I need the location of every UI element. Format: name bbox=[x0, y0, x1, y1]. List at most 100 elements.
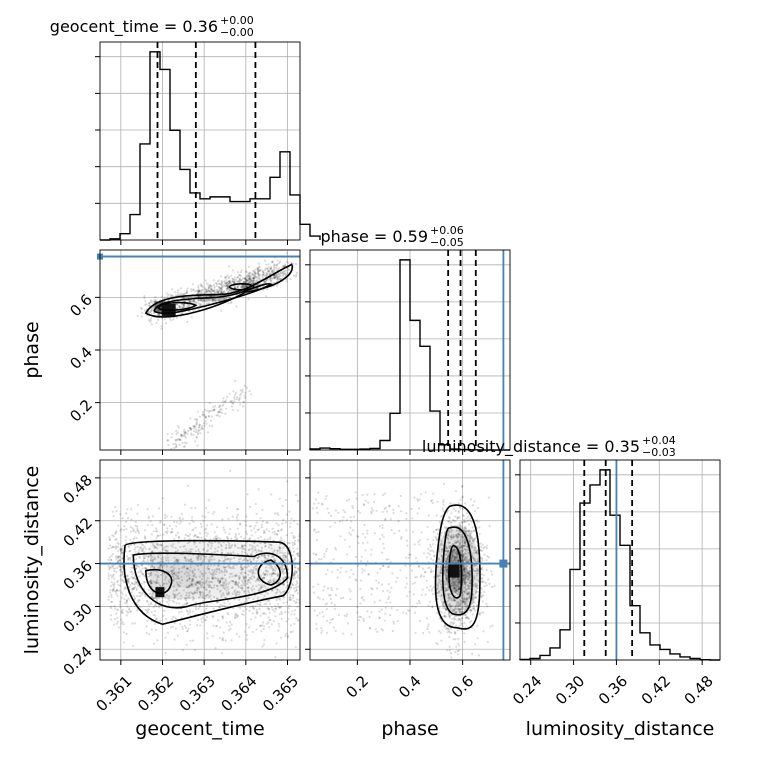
sample-point bbox=[143, 556, 146, 560]
sample-point bbox=[176, 558, 179, 561]
sample-point bbox=[218, 568, 221, 572]
sample-point bbox=[264, 569, 267, 572]
sample-point bbox=[297, 538, 300, 542]
sample-point bbox=[251, 550, 254, 553]
sample-point bbox=[438, 606, 441, 610]
sample-point bbox=[205, 579, 208, 583]
sample-point bbox=[214, 647, 217, 650]
sample-point bbox=[191, 569, 194, 572]
sample-point bbox=[271, 568, 274, 571]
sample-point bbox=[199, 595, 202, 598]
sample-point bbox=[182, 545, 185, 548]
sample-point bbox=[166, 530, 169, 533]
sample-point bbox=[163, 523, 166, 526]
sample-point bbox=[119, 565, 122, 568]
sample-point bbox=[235, 573, 238, 576]
sample-point bbox=[402, 611, 405, 614]
sample-point bbox=[276, 550, 279, 553]
sample-point bbox=[262, 270, 265, 273]
sample-point bbox=[297, 540, 300, 543]
sample-point bbox=[447, 597, 450, 600]
sample-point bbox=[466, 559, 469, 563]
sample-point bbox=[267, 558, 270, 561]
sample-point bbox=[173, 446, 176, 450]
sample-point bbox=[470, 530, 473, 533]
sample-point bbox=[453, 535, 456, 538]
sample-point bbox=[472, 552, 476, 555]
sample-point bbox=[222, 582, 225, 586]
sample-point bbox=[204, 507, 208, 510]
sample-point bbox=[469, 609, 472, 612]
sample-point bbox=[113, 618, 116, 621]
sample-point bbox=[419, 575, 422, 578]
sample-point bbox=[151, 550, 154, 553]
sample-point bbox=[258, 269, 262, 272]
sample-point bbox=[208, 560, 211, 563]
sample-point bbox=[119, 584, 122, 587]
sample-point bbox=[462, 590, 465, 593]
sample-point bbox=[432, 550, 435, 553]
sample-point bbox=[276, 276, 279, 279]
sample-point bbox=[197, 302, 200, 305]
sample-point bbox=[176, 291, 179, 294]
sample-point bbox=[116, 559, 119, 563]
sample-point bbox=[178, 443, 181, 446]
sample-point bbox=[152, 544, 156, 548]
sample-point bbox=[253, 541, 256, 544]
sample-point bbox=[221, 638, 224, 641]
sample-point bbox=[211, 300, 214, 303]
sample-point bbox=[452, 581, 455, 584]
sample-point bbox=[203, 555, 206, 559]
sample-point bbox=[174, 438, 177, 441]
sample-point bbox=[200, 284, 203, 287]
sample-point bbox=[115, 538, 118, 541]
sample-point bbox=[202, 414, 205, 417]
sample-point bbox=[357, 564, 360, 567]
sample-point bbox=[201, 515, 204, 518]
sample-point bbox=[226, 286, 229, 290]
sample-point bbox=[231, 575, 234, 578]
sample-point bbox=[366, 493, 369, 496]
sample-point bbox=[456, 552, 459, 555]
sample-point bbox=[129, 584, 132, 587]
sample-point bbox=[230, 639, 233, 642]
sample-point bbox=[266, 267, 269, 270]
sample-point bbox=[462, 595, 465, 598]
sample-point bbox=[147, 554, 150, 558]
sample-point bbox=[234, 617, 237, 620]
sample-point bbox=[276, 588, 279, 591]
sample-point bbox=[147, 304, 150, 307]
sample-point bbox=[478, 526, 481, 529]
sample-point bbox=[244, 520, 247, 523]
sample-point bbox=[275, 267, 278, 270]
sample-point bbox=[465, 597, 468, 600]
sample-point bbox=[465, 578, 468, 581]
sample-point bbox=[258, 276, 261, 279]
sample-point bbox=[175, 445, 178, 448]
sample-point bbox=[463, 575, 466, 578]
sample-point bbox=[187, 627, 190, 630]
sample-point bbox=[292, 550, 295, 553]
sample-point bbox=[482, 630, 485, 633]
sample-point bbox=[292, 574, 296, 577]
sample-point bbox=[150, 550, 153, 554]
sample-point bbox=[436, 595, 440, 598]
sample-point bbox=[467, 584, 470, 587]
sample-point bbox=[149, 319, 152, 322]
sample-point bbox=[209, 287, 213, 290]
sample-point bbox=[285, 534, 288, 537]
sample-point bbox=[225, 279, 228, 282]
sample-point bbox=[399, 569, 402, 572]
sample-point bbox=[238, 398, 241, 401]
sample-point bbox=[221, 518, 224, 521]
sample-point bbox=[233, 281, 236, 284]
sample-point bbox=[275, 275, 278, 278]
sample-point bbox=[293, 572, 296, 575]
sample-point bbox=[213, 531, 216, 534]
sample-point bbox=[251, 273, 254, 276]
sample-point bbox=[426, 552, 429, 555]
sample-point bbox=[180, 305, 183, 309]
sample-point bbox=[235, 538, 238, 541]
sample-point bbox=[205, 593, 208, 597]
sample-point bbox=[460, 594, 464, 597]
